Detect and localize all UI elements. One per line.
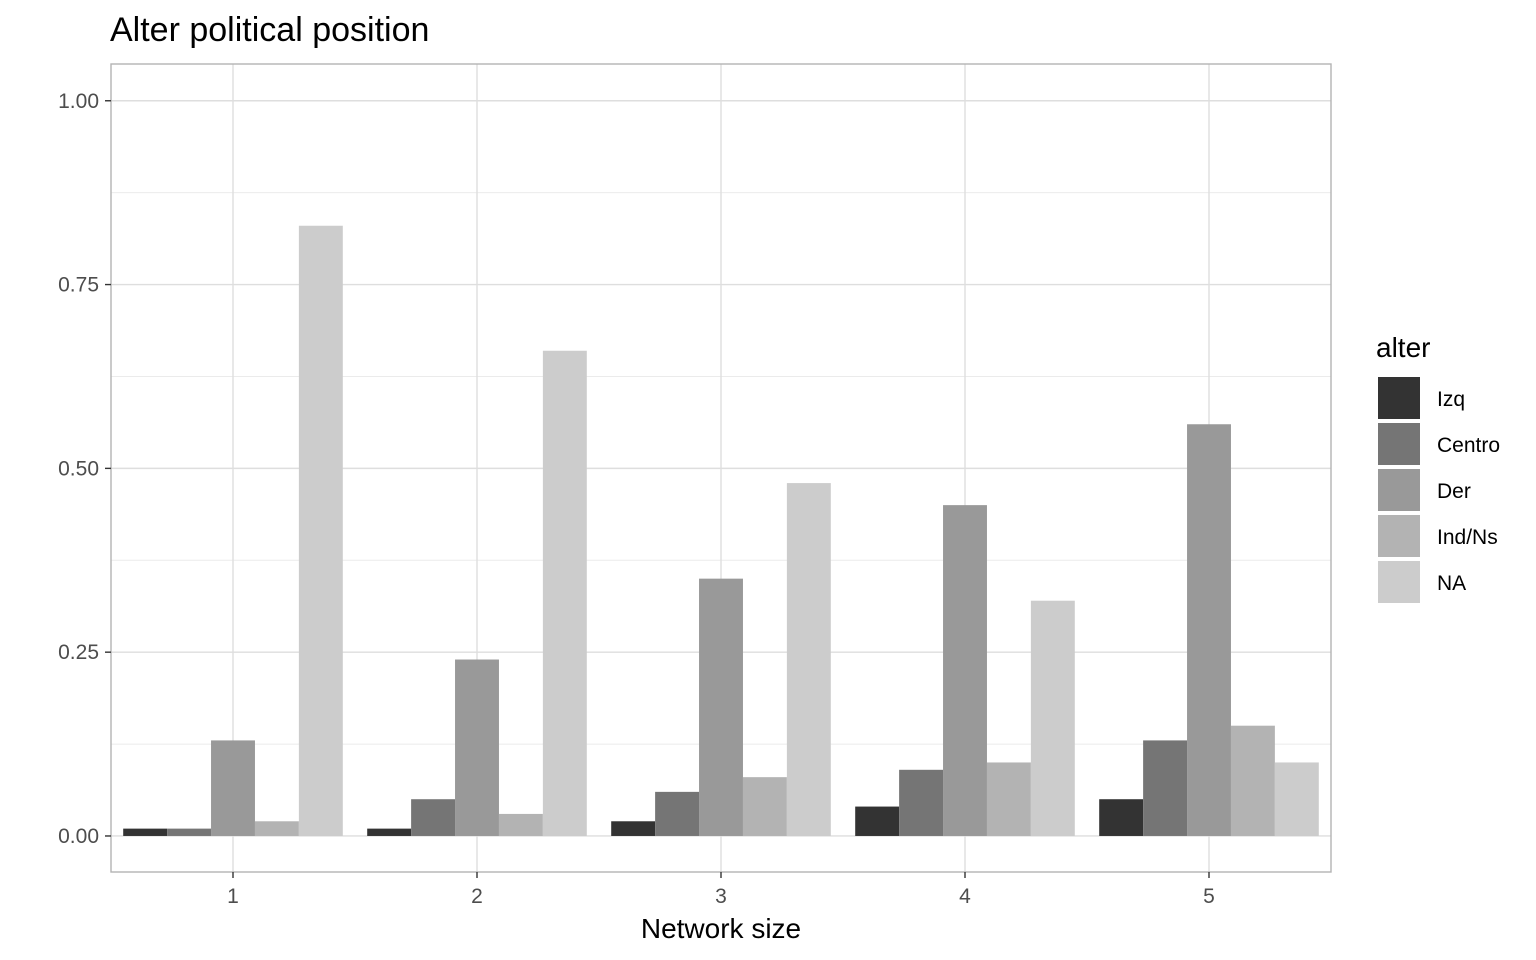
x-tick-label: 2 — [471, 885, 483, 908]
bar-izq-3 — [611, 821, 656, 836]
bar-centro-1 — [167, 828, 212, 836]
legend-key-izq — [1378, 377, 1420, 419]
legend-label: Izq — [1437, 388, 1465, 411]
x-axis: 1 2 3 4 5 — [227, 872, 1215, 908]
bar-izq-1 — [123, 828, 168, 836]
bar-centro-4 — [899, 769, 944, 836]
plot-panel — [110, 63, 1332, 873]
bar-der-3 — [699, 578, 743, 836]
bar-centro-3 — [655, 791, 700, 836]
bar-na-1 — [298, 225, 343, 836]
bar-ind-ns-2 — [498, 813, 543, 836]
bar-na-2 — [542, 350, 587, 836]
bar-centro-5 — [1143, 740, 1188, 836]
y-tick-label: 0.25 — [58, 641, 99, 664]
chart-title: Alter political position — [110, 11, 429, 49]
x-tick-label: 1 — [227, 885, 239, 908]
legend-label: NA — [1437, 572, 1466, 595]
y-axis: 0.00 0.25 0.50 0.75 1.00 — [58, 90, 111, 848]
bar-izq-2 — [367, 828, 412, 836]
bar-ind-ns-5 — [1230, 725, 1275, 836]
legend-key-centro — [1378, 423, 1420, 465]
bar-der-2 — [455, 659, 499, 836]
bar-na-5 — [1274, 762, 1319, 836]
legend-label: Ind/Ns — [1437, 526, 1498, 549]
x-tick-label: 3 — [715, 885, 727, 908]
bar-ind-ns-1 — [254, 821, 299, 836]
bar-na-3 — [786, 483, 831, 836]
legend-key-ind-ns — [1378, 515, 1420, 557]
bar-izq-4 — [855, 806, 900, 836]
y-tick-label: 0.50 — [58, 457, 99, 480]
legend-title: alter — [1376, 332, 1430, 363]
bar-der-1 — [211, 740, 255, 836]
bar-na-4 — [1030, 600, 1075, 836]
bar-centro-2 — [411, 799, 456, 836]
legend: Izq Centro Der Ind/Ns NA — [1378, 377, 1500, 603]
bar-ind-ns-4 — [986, 762, 1031, 836]
y-tick-label: 0.00 — [58, 825, 99, 848]
bar-der-5 — [1187, 424, 1231, 836]
legend-key-na — [1378, 561, 1420, 603]
x-axis-title: Network size — [641, 913, 801, 944]
legend-label: Centro — [1437, 434, 1500, 457]
bar-izq-5 — [1099, 799, 1144, 836]
x-tick-label: 4 — [959, 885, 971, 908]
y-tick-label: 0.75 — [58, 274, 99, 297]
legend-label: Der — [1437, 480, 1471, 503]
y-tick-label: 1.00 — [58, 90, 99, 113]
legend-key-der — [1378, 469, 1420, 511]
bar-der-4 — [943, 505, 987, 836]
bar-ind-ns-3 — [742, 777, 787, 836]
x-tick-label: 5 — [1203, 885, 1215, 908]
